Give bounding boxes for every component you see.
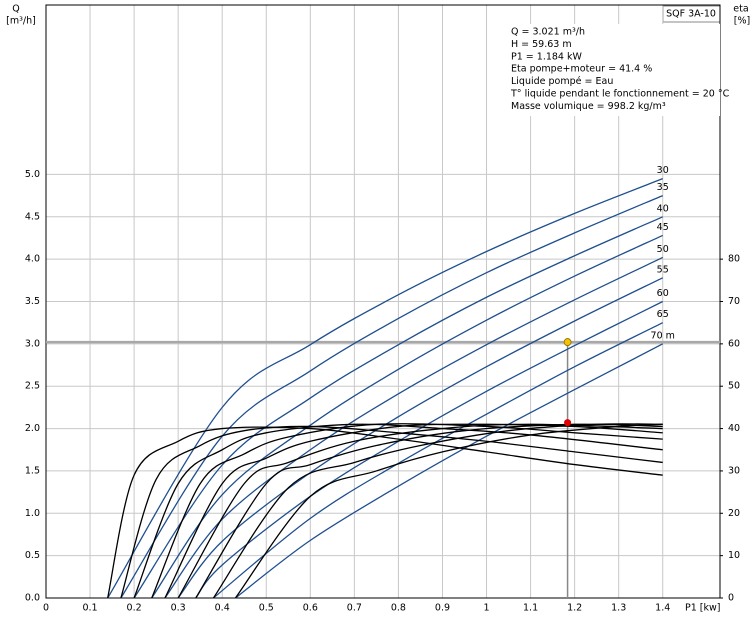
y-tick-label: 4.0: [25, 254, 40, 265]
y2-axis-label: eta: [733, 4, 748, 15]
info-line: Q = 3.021 m³/h: [511, 27, 585, 38]
curve-label: 65: [657, 309, 669, 320]
chart-title: SQF 3A-10: [666, 9, 716, 20]
y-tick-label: 5.0: [25, 169, 40, 180]
info-line: T° liquide pendant le fonctionnement = 2…: [510, 89, 730, 100]
curve-label: 70 m: [651, 330, 675, 341]
y-tick-label: 2.5: [25, 381, 40, 392]
flow-curve: [177, 277, 664, 599]
x-tick-label: 0.8: [391, 603, 406, 614]
y2-tick-label: 50: [728, 381, 740, 392]
efficiency-curve: [164, 423, 663, 599]
curve-label: 45: [657, 222, 669, 233]
x-tick-label: 0.2: [127, 603, 142, 614]
curve-label: 40: [657, 203, 669, 214]
curve-label: 30: [657, 165, 669, 176]
flow-curve: [107, 178, 663, 599]
flow-curve: [151, 234, 664, 599]
y-tick-label: 0.5: [25, 550, 40, 561]
efficiency-curve: [234, 423, 663, 599]
x-tick-label: 1.1: [523, 603, 538, 614]
curve-label: 35: [657, 182, 669, 193]
x-tick-label: 0.7: [347, 603, 362, 614]
flow-curve: [235, 343, 664, 599]
y2-axis-unit: [%]: [734, 16, 750, 27]
y-axis-label: Q: [12, 4, 19, 15]
y2-tick-label: 80: [728, 254, 740, 265]
x-tick-label: 1.3: [611, 603, 626, 614]
efficiency-curve: [212, 423, 663, 599]
x-tick-label: 0.1: [82, 603, 97, 614]
efficiency-curve: [195, 423, 663, 599]
x-tick-label: 0.4: [215, 603, 230, 614]
y2-tick-label: 30: [728, 465, 740, 476]
efficiency-curve: [151, 423, 663, 599]
y-tick-label: 1.5: [25, 465, 40, 476]
y2-tick-label: 60: [728, 338, 740, 349]
efficiency-curve: [177, 423, 663, 599]
y-tick-label: 1.0: [25, 508, 40, 519]
y2-tick-label: 40: [728, 423, 740, 434]
curve-label: 60: [657, 288, 669, 299]
y-axis-unit: [m³/h]: [6, 16, 36, 27]
y2-tick-label: 20: [728, 508, 740, 519]
x-tick-label: 0.5: [259, 603, 274, 614]
y-tick-label: 3.5: [25, 296, 40, 307]
x-tick-label: 1: [483, 603, 489, 614]
info-line: Eta pompe+moteur = 41.4 %: [511, 64, 652, 75]
operating-point: [563, 338, 572, 346]
y-tick-label: 0.0: [25, 593, 40, 604]
x-tick-label: 0: [43, 603, 49, 614]
curve-label: 50: [657, 244, 669, 255]
x-tick-label: 0.9: [435, 603, 450, 614]
operating-eta-point: [564, 419, 572, 427]
info-line: Liquide pompé = Eau: [511, 76, 613, 87]
plot-frame: [45, 4, 721, 599]
x-tick-label: 0.6: [303, 603, 318, 614]
efficiency-curve: [107, 426, 663, 599]
info-line: P1 = 1.184 kW: [511, 51, 582, 62]
y-tick-label: 3.0: [25, 338, 40, 349]
flow-curve: [212, 322, 664, 599]
y-tick-label: 4.5: [25, 211, 40, 222]
y-tick-label: 2.0: [25, 423, 40, 434]
y2-tick-label: 0: [728, 593, 734, 604]
x-tick-label: 1.2: [567, 603, 582, 614]
info-line: Masse volumique = 998.2 kg/m³: [511, 101, 666, 112]
curve-label: 55: [657, 264, 669, 275]
x-tick-label: 0.3: [171, 603, 186, 614]
info-box: [506, 24, 720, 116]
y2-tick-label: 70: [728, 296, 740, 307]
x-tick-label: 1.4: [655, 603, 670, 614]
info-line: H = 59.63 m: [511, 39, 572, 50]
y2-tick-label: 10: [728, 550, 740, 561]
x-axis-label: P1 [kw]: [685, 603, 720, 614]
flow-curve: [120, 195, 663, 599]
flow-curve: [133, 216, 663, 599]
